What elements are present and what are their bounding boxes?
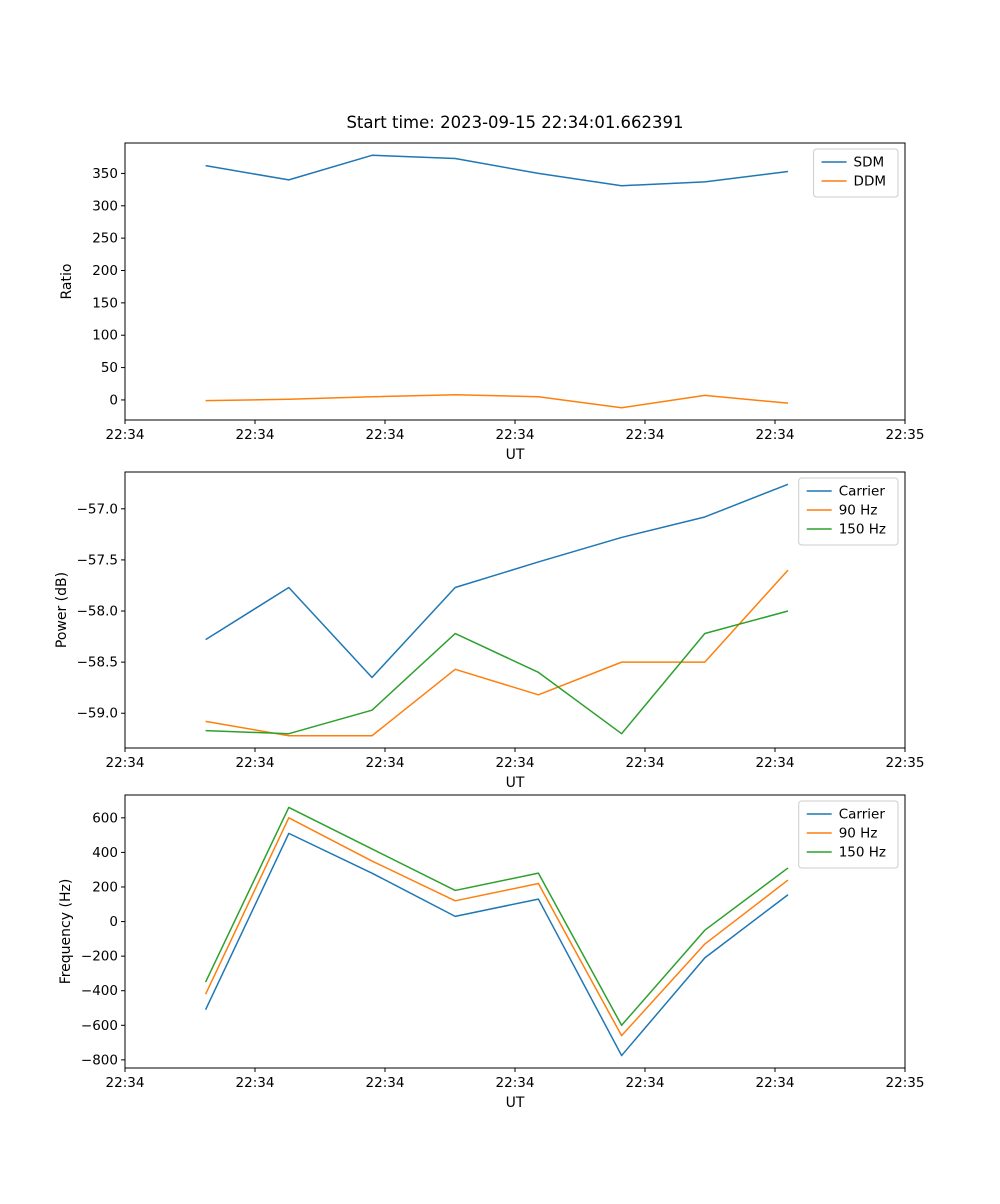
legend-box — [813, 148, 899, 198]
x-tick-label: 22:34 — [496, 427, 535, 443]
x-tick-label: 22:34 — [366, 1075, 405, 1091]
y-tick-label: 50 — [101, 360, 118, 376]
y-tick-label: −58.5 — [77, 655, 118, 671]
x-tick-label: 22:34 — [236, 1075, 275, 1091]
power-plot: 22:34 22:34 22:34 22:34 22:34 22:34 22:35 UT −59… — [54, 471, 925, 791]
legend: Carrier 90 Hz 150 Hz — [798, 800, 899, 869]
x-tick-label: 22:34 — [756, 427, 795, 443]
x-axis: 22:34 22:34 22:34 22:34 22:34 22:34 22:35 UT — [106, 420, 925, 463]
legend: Carrier 90 Hz 150 Hz — [798, 477, 899, 546]
series-line-150-hz — [205, 610, 789, 735]
legend-label: 150 Hz — [839, 845, 886, 861]
y-tick-label: −57.5 — [77, 552, 118, 568]
y-tick-label: −800 — [81, 1052, 118, 1068]
y-tick-label: 200 — [92, 879, 118, 895]
series-line-carrier — [205, 483, 789, 679]
x-tick-label: 22:35 — [886, 1075, 925, 1091]
x-tick-label: 22:34 — [106, 427, 145, 443]
x-tick-label: 22:34 — [756, 755, 795, 771]
y-tick-label: −58.0 — [77, 604, 118, 620]
ratio-plot: 22:34 22:34 22:34 22:34 22:34 22:34 22:35 UT 0 50… — [59, 142, 925, 463]
y-axis-label: Power (dB) — [54, 572, 70, 648]
legend-label: DDM — [854, 174, 886, 190]
y-tick-label: −59.0 — [77, 706, 118, 722]
x-tick-label: 22:34 — [496, 1075, 535, 1091]
x-tick-label: 22:35 — [886, 427, 925, 443]
legend-label: Carrier — [839, 807, 886, 823]
y-tick-label: −600 — [81, 1018, 118, 1034]
y-tick-label: 250 — [92, 231, 118, 247]
x-tick-label: 22:34 — [496, 755, 535, 771]
legend-label: 90 Hz — [839, 503, 878, 519]
y-axis: −800 −600 −400 −200 0 200 400 600 Frequency (Hz) — [58, 810, 125, 1068]
y-tick-label: −200 — [81, 949, 118, 965]
y-tick-label: 400 — [92, 845, 118, 861]
series-line-sdm — [205, 154, 789, 187]
legend-label: Carrier — [839, 484, 886, 500]
series-line-90-hz — [204, 817, 789, 1037]
y-axis-label: Frequency (Hz) — [58, 879, 74, 985]
x-tick-label: 22:34 — [626, 755, 665, 771]
x-tick-label: 22:34 — [106, 1075, 145, 1091]
x-tick-label: 22:35 — [886, 755, 925, 771]
y-tick-label: 100 — [92, 328, 118, 344]
y-tick-label: −57.0 — [77, 501, 118, 517]
y-axis: −59.0 −58.5 −58.0 −57.5 −57.0 Power (dB) — [54, 501, 125, 722]
series-line-90-hz — [205, 569, 789, 737]
x-tick-label: 22:34 — [236, 427, 275, 443]
legend-label: 150 Hz — [839, 522, 886, 538]
x-tick-label: 22:34 — [626, 1075, 665, 1091]
legend-label: 90 Hz — [839, 826, 878, 842]
y-tick-label: 350 — [92, 166, 118, 182]
series-line-carrier — [204, 832, 789, 1057]
y-tick-label: 300 — [92, 198, 118, 214]
x-tick-label: 22:34 — [106, 755, 145, 771]
axes-box — [124, 471, 906, 749]
y-tick-label: 200 — [92, 263, 118, 279]
series-line-ddm — [205, 394, 789, 409]
y-tick-label: 600 — [92, 810, 118, 826]
x-axis: 22:34 22:34 22:34 22:34 22:34 22:34 22:35 UT — [106, 1068, 925, 1111]
x-tick-label: 22:34 — [366, 427, 405, 443]
legend: SDM DDM — [813, 148, 899, 198]
y-tick-label: 0 — [109, 392, 118, 408]
legend-label: SDM — [854, 155, 885, 171]
x-axis: 22:34 22:34 22:34 22:34 22:34 22:34 22:35 UT — [106, 748, 925, 791]
figure-title: Start time: 2023-09-15 22:34:01.662391 — [346, 113, 684, 132]
y-axis-label: Ratio — [59, 264, 75, 300]
frequency-plot: 22:34 22:34 22:34 22:34 22:34 22:34 22:35 UT −80… — [58, 794, 925, 1111]
x-axis-label: UT — [506, 447, 525, 463]
x-tick-label: 22:34 — [366, 755, 405, 771]
series-line-150-hz — [204, 806, 789, 1027]
y-tick-label: 150 — [92, 295, 118, 311]
x-axis-label: UT — [506, 775, 525, 791]
x-tick-label: 22:34 — [626, 427, 665, 443]
axes-box — [124, 142, 906, 421]
y-axis: 0 50 100 150 200 250 300 350 Ratio — [59, 166, 125, 408]
x-tick-label: 22:34 — [756, 1075, 795, 1091]
y-tick-label: 0 — [109, 914, 118, 930]
x-axis-label: UT — [506, 1095, 525, 1111]
x-tick-label: 22:34 — [236, 755, 275, 771]
y-tick-label: −400 — [81, 983, 118, 999]
